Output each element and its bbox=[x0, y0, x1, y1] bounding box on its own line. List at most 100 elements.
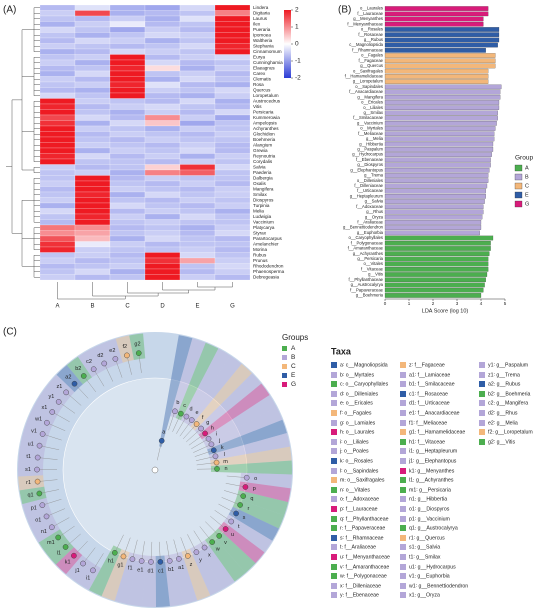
heat-cell bbox=[179, 4, 216, 11]
group-swatch bbox=[282, 382, 287, 387]
row-label: Loropetalum bbox=[253, 93, 279, 98]
heat-cell bbox=[109, 180, 146, 187]
row-label: Carex bbox=[253, 71, 266, 76]
heat-cell bbox=[144, 103, 181, 110]
taxon-name: f__Urticaceae bbox=[417, 400, 450, 407]
heat-cell bbox=[144, 252, 181, 259]
taxon-swatch bbox=[479, 390, 485, 397]
taxon-swatch bbox=[331, 390, 337, 397]
heat-cell bbox=[109, 70, 146, 77]
heat-cell bbox=[39, 136, 76, 143]
x-axis-title: LDA Score (log 10) bbox=[422, 308, 469, 314]
row-label: Ludwigia bbox=[253, 214, 272, 219]
taxon-name: f__Papaveraceae bbox=[344, 525, 386, 532]
heat-cell bbox=[214, 4, 251, 11]
clade-branch bbox=[172, 413, 182, 432]
taxon-key: n1 bbox=[409, 497, 418, 503]
clade-label: g2 bbox=[134, 342, 140, 348]
heat-cell bbox=[214, 54, 251, 61]
clade-label: l1 bbox=[57, 550, 61, 556]
clade-node bbox=[240, 493, 247, 499]
heat-cell bbox=[214, 213, 251, 220]
clade-sector bbox=[142, 555, 157, 607]
taxon-key: v1 bbox=[409, 574, 417, 580]
heat-cell bbox=[39, 48, 76, 55]
bar-label: g__Austrocalyrya bbox=[351, 282, 384, 287]
taxon-swatch bbox=[479, 381, 485, 388]
bar-label: g__Smilax bbox=[363, 110, 383, 115]
clade-node bbox=[135, 350, 142, 356]
taxon-swatch bbox=[400, 400, 406, 407]
taxon-swatch bbox=[400, 467, 406, 474]
taxon-key: x bbox=[340, 583, 345, 589]
x-tick-label: 3 bbox=[456, 301, 459, 306]
lda-bar bbox=[384, 199, 485, 204]
legend-swatch bbox=[514, 164, 523, 172]
bar-label: g__Elephantopus bbox=[350, 167, 383, 172]
clade-label: b1 bbox=[168, 567, 174, 573]
bar-label: g__Hibbertia bbox=[359, 141, 383, 146]
column-label: C bbox=[125, 304, 130, 310]
heat-cell bbox=[109, 263, 146, 270]
taxon-swatch bbox=[400, 525, 406, 532]
taxon-key: a bbox=[340, 362, 346, 368]
heat-cell bbox=[109, 169, 146, 176]
taxon-entry: q1g__Austrocalyrya bbox=[400, 525, 458, 532]
lda-bar bbox=[384, 6, 489, 11]
row-label: Diospyros bbox=[253, 197, 274, 202]
taxon-swatch bbox=[400, 563, 406, 570]
lda-bar bbox=[384, 157, 491, 163]
heat-cell bbox=[74, 136, 111, 143]
row-label: Cunninghamia bbox=[253, 60, 283, 65]
heat-cell bbox=[214, 246, 251, 253]
taxon-swatch bbox=[400, 410, 406, 416]
taxon-name: o__Sapindales bbox=[344, 467, 379, 474]
clade-node bbox=[112, 549, 118, 556]
clade-label: d1 bbox=[148, 568, 154, 574]
heat-cell bbox=[39, 81, 76, 88]
heat-cell bbox=[74, 76, 111, 83]
taxon-entry: w1g__Bennettiodendron bbox=[400, 582, 468, 590]
clade-node bbox=[214, 466, 220, 472]
taxon-name: f__Smilacaceae bbox=[417, 381, 455, 388]
heat-cell bbox=[74, 131, 111, 138]
clade-branch bbox=[157, 440, 162, 461]
taxon-swatch bbox=[400, 534, 406, 541]
bar-label: g__Paspalum bbox=[357, 147, 383, 152]
clade-label: p1 bbox=[31, 505, 37, 511]
clade-label: g1 bbox=[117, 562, 123, 568]
lda-bar bbox=[384, 21, 484, 27]
taxon-key: r bbox=[340, 526, 345, 532]
heat-cell bbox=[144, 76, 181, 83]
row-label: Ilex bbox=[253, 21, 261, 26]
clade-branch bbox=[123, 537, 131, 557]
taxon-name: f__Menyanthaceae bbox=[345, 554, 390, 561]
heat-cell bbox=[74, 92, 111, 99]
taxon-entry: v1g__Euphorbia bbox=[400, 573, 450, 580]
bar-label: f__Fagaceae bbox=[359, 58, 384, 63]
taxon-key: p1 bbox=[409, 516, 418, 522]
lda-bar bbox=[384, 293, 482, 298]
taxon-swatch bbox=[331, 496, 337, 503]
heat-cell bbox=[179, 186, 216, 193]
lda-bar bbox=[384, 167, 490, 173]
heat-cell bbox=[109, 257, 146, 264]
bar-label: f__Vitaceae bbox=[361, 266, 384, 271]
taxon-key: u bbox=[340, 554, 346, 560]
heat-cell bbox=[39, 164, 76, 171]
taxon-key: e1 bbox=[409, 410, 418, 416]
heat-cell bbox=[109, 252, 146, 259]
heat-cell bbox=[214, 252, 251, 259]
taxon-entry: u1g__Hydrocarpus bbox=[400, 563, 456, 571]
taxon-key: s bbox=[340, 535, 345, 541]
taxon-entry: co__Caryophyllales bbox=[331, 381, 388, 388]
heat-cell bbox=[39, 224, 76, 231]
lda-bar bbox=[384, 147, 494, 152]
taxon-entry: jo__Poales bbox=[331, 448, 369, 455]
taxon-name: g__Vitis bbox=[496, 439, 516, 446]
row-label: Parartocarpus bbox=[253, 236, 283, 241]
heat-cell bbox=[214, 48, 251, 55]
taxon-name: g__Quercus bbox=[416, 535, 445, 542]
lda-bar bbox=[384, 251, 490, 256]
clade-node bbox=[237, 502, 243, 508]
